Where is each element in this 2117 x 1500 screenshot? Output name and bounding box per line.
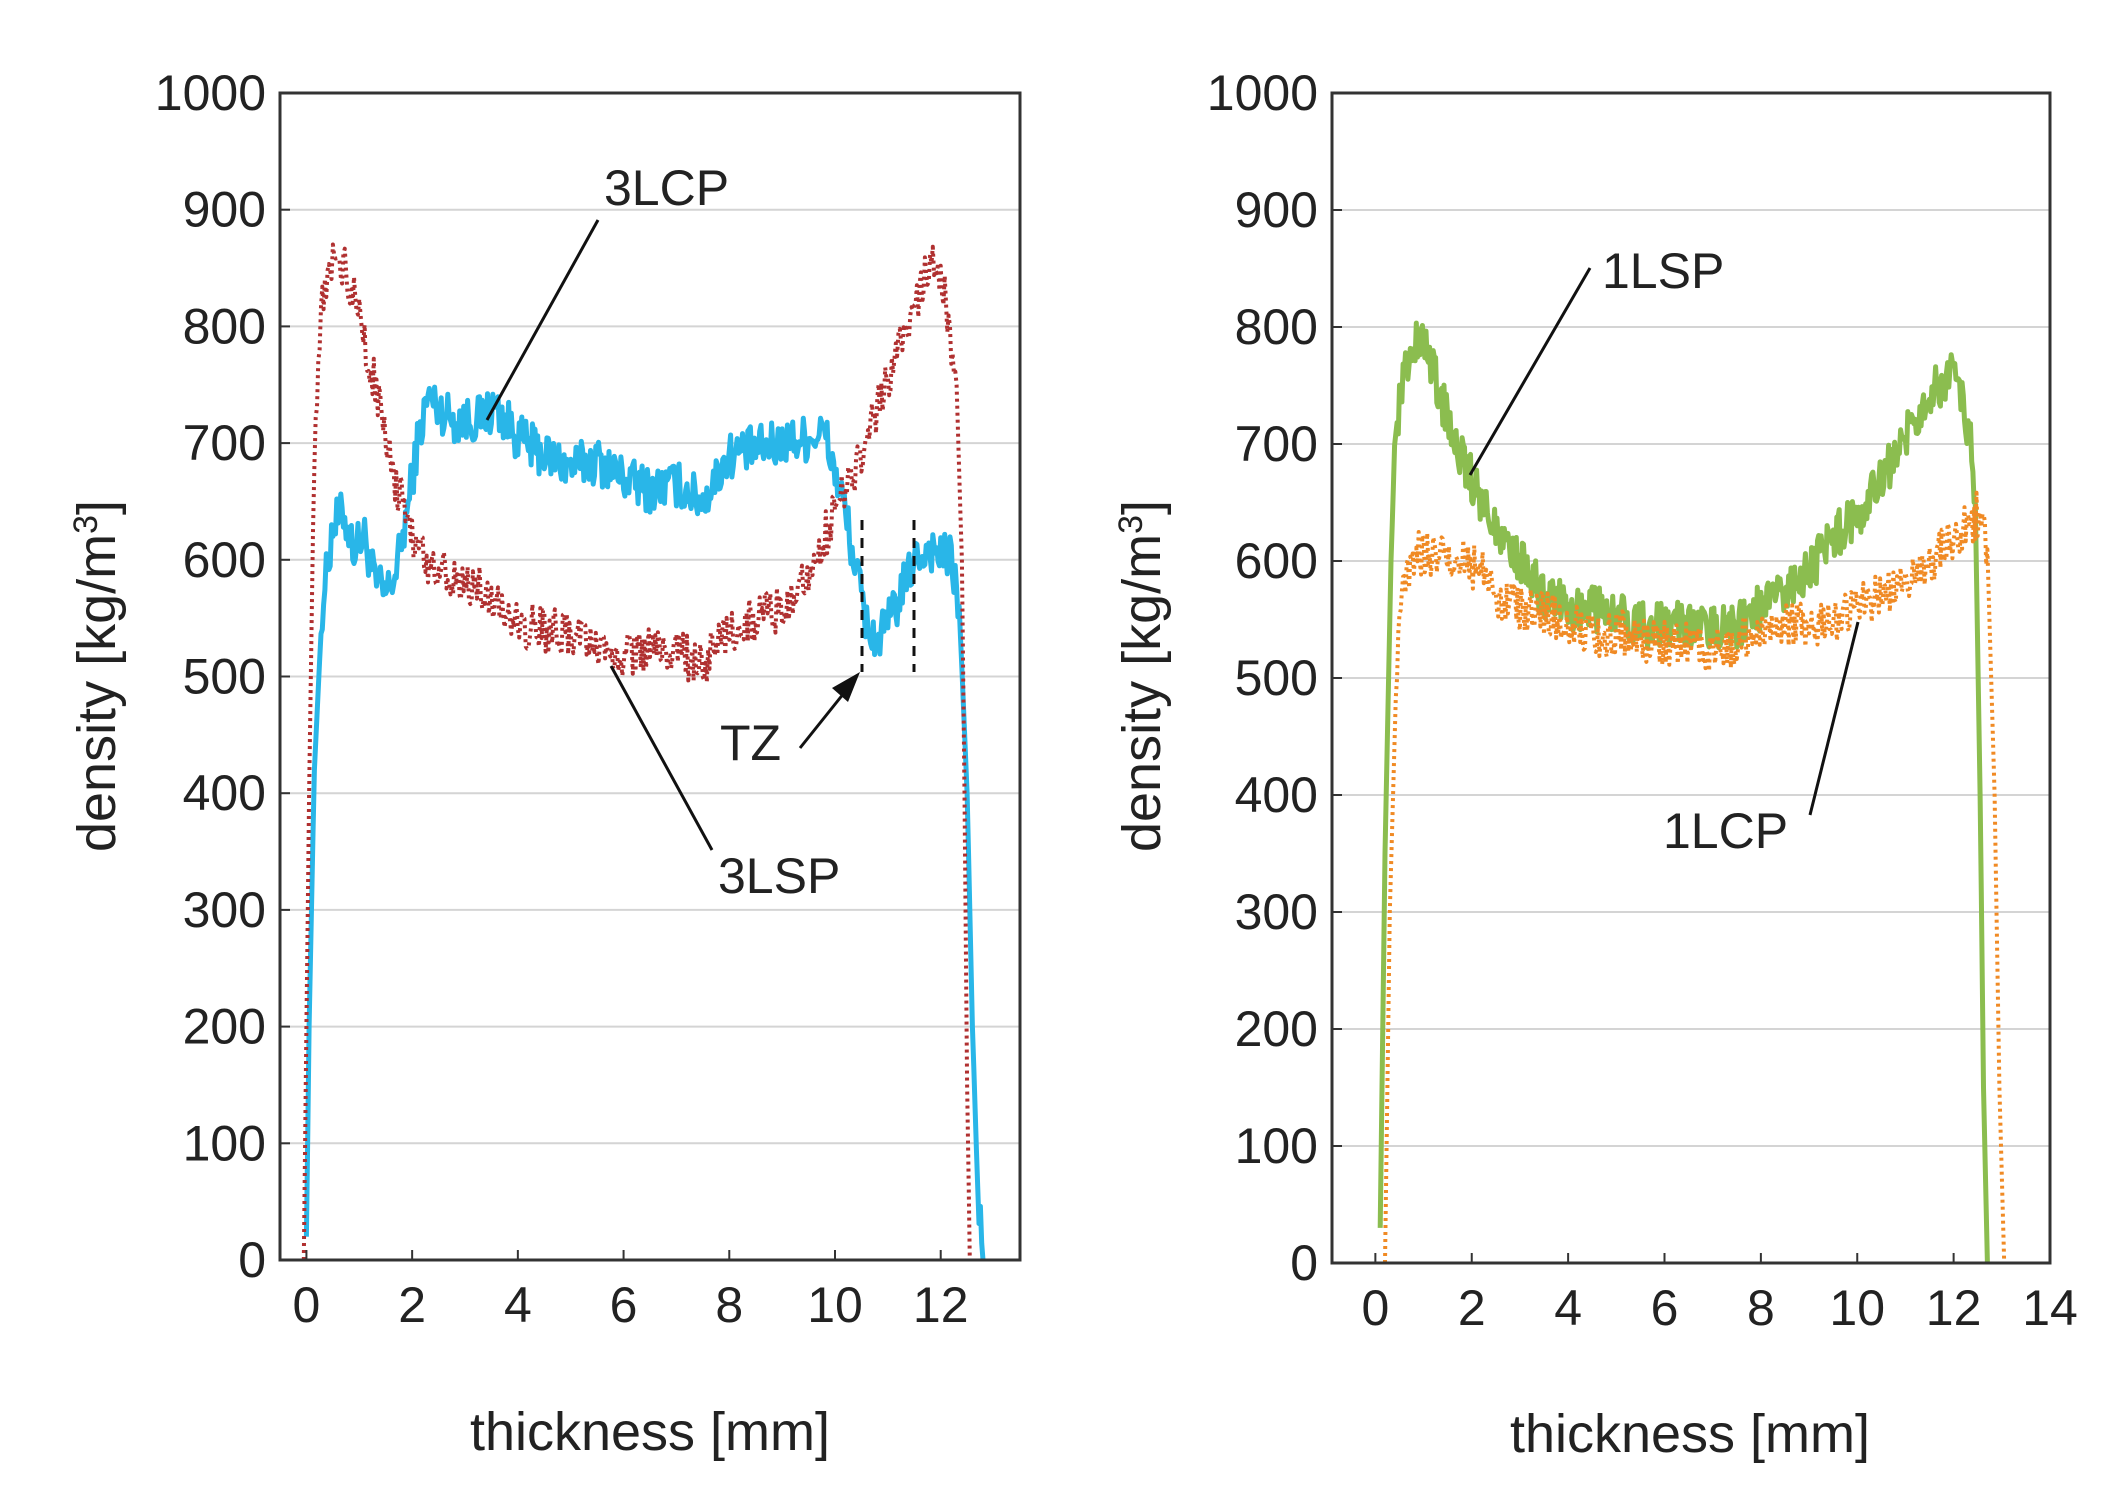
left-grid [280,208,1020,1145]
left-y-tick-label-400: 400 [183,765,266,821]
left-y-axis-label-sup: 3 [67,515,105,534]
left-x-tick-label-8: 8 [715,1277,743,1333]
right-x-axis-label: thickness [mm] [1510,1404,1870,1464]
left-y-tick-label-200: 200 [183,999,266,1055]
left-x-tick-label-12: 12 [913,1277,969,1333]
left-panel: 0 100 200 300 400 500 600 700 800 900 1000 0 2 4 6 8 10 1… [67,65,1022,1462]
right-y-tick-label-600: 600 [1235,533,1318,589]
left-y-axis-label-close: ] [67,500,127,515]
annotation-3lsp: 3LSP [718,848,840,904]
left-y-tick-label-300: 300 [183,882,266,938]
series-1lcp-line [1383,490,2007,1264]
right-x-tick-label-0: 0 [1361,1280,1389,1336]
annotation-1lcp-leader [1808,621,1860,816]
left-x-tick-label-10: 10 [807,1277,863,1333]
right-y-axis-label-close: ] [1112,500,1172,515]
annotation-1lsp-leader [1468,267,1592,476]
right-y-tick-label-1000: 1000 [1207,65,1318,121]
left-x-tick-label-0: 0 [293,1277,321,1333]
left-y-tick-label-800: 800 [183,298,266,354]
right-y-axis-label-sup: 3 [1112,515,1150,534]
right-series-layer [1377,320,2007,1264]
right-y-tick-label-800: 800 [1235,299,1318,355]
left-y-tick-label-500: 500 [183,649,266,705]
right-x-tick-label-12: 12 [1926,1280,1982,1336]
left-x-tick-label-2: 2 [398,1277,426,1333]
series-1lsp-line [1377,320,1990,1264]
annotation-tz-arrowhead [832,672,860,702]
left-x-axis-label: thickness [mm] [470,1402,830,1462]
left-ticks: 0 100 200 300 400 500 600 700 800 900 1000 0 2 4 6 8 10 1… [155,65,969,1333]
annotation-tz-arrow [798,687,850,749]
annotation-3lsp-leader [609,665,714,851]
left-x-tick-label-6: 6 [610,1277,638,1333]
left-series-layer [301,242,986,1261]
left-y-tick-label-700: 700 [183,415,266,471]
annotation-1lcp: 1LCP [1663,803,1788,859]
left-y-tick-label-900: 900 [183,182,266,238]
left-y-axis-label-main: density [kg/m [67,534,127,852]
right-x-tick-label-4: 4 [1554,1280,1582,1336]
right-y-tick-label-900: 900 [1235,182,1318,238]
right-y-tick-label-100: 100 [1235,1118,1318,1174]
right-x-tick-label-10: 10 [1829,1280,1885,1336]
annotation-3lcp: 3LCP [604,160,729,216]
right-ticks: 0 100 200 300 400 500 600 700 800 900 1000 0 2 4 6 8 10 1… [1207,65,2078,1336]
right-x-tick-label-14: 14 [2022,1280,2078,1336]
right-y-tick-label-500: 500 [1235,650,1318,706]
annotation-1lsp: 1LSP [1602,243,1724,299]
left-y-tick-label-0: 0 [238,1232,266,1288]
right-y-tick-label-200: 200 [1235,1001,1318,1057]
right-y-tick-label-700: 700 [1235,416,1318,472]
right-grid [1332,209,2050,1147]
right-y-axis-label-main: density [kg/m [1112,534,1172,852]
right-y-tick-label-0: 0 [1290,1235,1318,1291]
series-3lcp-line [303,384,986,1261]
left-y-tick-label-100: 100 [183,1115,266,1171]
annotation-3lcp-leader [485,219,600,421]
right-x-tick-label-6: 6 [1651,1280,1679,1336]
series-3lsp-line [301,242,972,1261]
right-y-axis-label: density [kg/m3] [1112,500,1172,852]
right-y-tick-label-300: 300 [1235,884,1318,940]
right-x-tick-label-8: 8 [1747,1280,1775,1336]
left-y-axis-label: density [kg/m3] [67,500,127,852]
left-y-tick-label-1000: 1000 [155,65,266,121]
annotation-tz: TZ [720,715,781,771]
right-x-tick-label-2: 2 [1458,1280,1486,1336]
right-panel: 0 100 200 300 400 500 600 700 800 900 1000 0 2 4 6 8 10 1… [1112,65,2078,1464]
left-x-tick-label-4: 4 [504,1277,532,1333]
right-y-tick-label-400: 400 [1235,767,1318,823]
left-y-tick-label-600: 600 [183,532,266,588]
